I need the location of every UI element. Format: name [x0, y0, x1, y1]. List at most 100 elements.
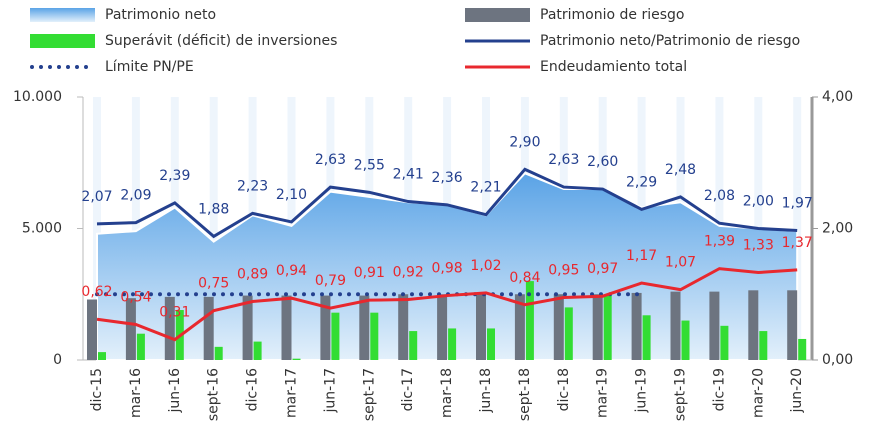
- bar: [370, 312, 379, 360]
- legend-label: Patrimonio neto/Patrimonio de riesgo: [540, 33, 800, 49]
- data-label: 2,48: [665, 162, 696, 178]
- x-tick-label: mar-16: [128, 368, 144, 418]
- data-label: 2,63: [548, 152, 579, 168]
- data-label: 2,60: [587, 154, 618, 170]
- data-label: 1,02: [470, 258, 501, 274]
- bar: [709, 291, 720, 360]
- bar: [748, 290, 759, 360]
- data-label: 0,75: [198, 276, 229, 292]
- data-label: 2,55: [354, 157, 385, 173]
- column-stripe: [93, 97, 101, 360]
- legend-label: Endeudamiento total: [540, 59, 687, 75]
- data-label: 2,29: [626, 174, 657, 190]
- legend-swatch: [30, 34, 95, 48]
- data-label: 2,21: [470, 180, 501, 196]
- data-label: 2,41: [393, 167, 424, 183]
- data-label: 0,62: [81, 284, 112, 300]
- bar: [631, 292, 642, 360]
- data-label: 0,31: [159, 305, 190, 321]
- data-label: 0,94: [276, 263, 307, 279]
- x-tick-label: mar-17: [284, 368, 300, 418]
- legend-label: Patrimonio de riesgo: [540, 7, 684, 23]
- y2-tick-label: 2,00: [822, 221, 853, 237]
- x-tick-label: jun-16: [167, 368, 183, 414]
- x-tick-label: dic-16: [245, 368, 261, 411]
- bar: [681, 320, 690, 360]
- bar: [553, 294, 564, 360]
- x-tick-label: sept-16: [206, 368, 222, 421]
- data-label: 2,10: [276, 187, 307, 203]
- data-label: 0,97: [587, 261, 618, 277]
- x-tick-label: jun-18: [478, 368, 494, 414]
- bar: [642, 315, 651, 360]
- data-label: 0,92: [393, 265, 424, 281]
- bar: [592, 294, 603, 360]
- bar: [798, 338, 807, 360]
- data-label: 2,39: [159, 168, 190, 184]
- bar: [759, 331, 768, 360]
- x-tick-label: sept-19: [673, 368, 689, 421]
- data-label: 1,37: [782, 235, 813, 251]
- bar: [87, 299, 97, 360]
- x-tick-label: sept-17: [361, 368, 377, 421]
- x-tick-label: dic-15: [89, 368, 105, 411]
- bar: [253, 341, 262, 360]
- legend-swatch: [465, 8, 530, 22]
- bar: [164, 296, 175, 360]
- y-tick-label: 0: [53, 352, 62, 368]
- bar: [564, 307, 573, 360]
- bar: [670, 291, 681, 360]
- data-label: 2,23: [237, 178, 268, 194]
- data-label: 2,08: [704, 188, 735, 204]
- bar: [214, 346, 223, 360]
- data-label: 2,09: [120, 188, 151, 204]
- bar: [242, 295, 253, 360]
- y2-tick-label: 0,00: [822, 352, 853, 368]
- column-stripe: [131, 97, 140, 360]
- data-label: 1,88: [198, 201, 229, 217]
- data-label: 0,79: [315, 273, 346, 289]
- x-tick-label: mar-19: [595, 368, 611, 418]
- bar: [203, 296, 214, 360]
- bar: [281, 295, 292, 360]
- x-tick-label: dic-18: [556, 368, 572, 411]
- x-tick-label: jun-17: [322, 368, 338, 414]
- data-label: 2,00: [743, 194, 774, 210]
- x-tick-label: mar-18: [439, 368, 455, 418]
- bar: [125, 298, 136, 360]
- bar: [331, 312, 340, 360]
- bar: [320, 295, 331, 360]
- data-label: 0,91: [354, 265, 385, 281]
- legend-label: Superávit (déficit) de inversiones: [105, 33, 337, 49]
- data-label: 1,33: [743, 238, 774, 254]
- x-tick-label: jun-20: [789, 368, 805, 414]
- line: [96, 267, 798, 342]
- bar: [398, 294, 409, 360]
- data-label: 2,07: [81, 189, 112, 205]
- y-tick-label: 5.000: [22, 221, 62, 237]
- bar: [448, 328, 457, 360]
- bar: [525, 281, 534, 360]
- bar: [98, 352, 106, 360]
- bar: [136, 333, 145, 360]
- legend-swatch: [30, 8, 95, 22]
- column-stripe: [793, 97, 802, 360]
- data-label: 0,98: [432, 261, 463, 277]
- x-tick-label: jun-19: [634, 368, 650, 414]
- data-label: 2,90: [509, 134, 540, 150]
- bar: [720, 325, 729, 360]
- data-label: 2,36: [432, 170, 463, 186]
- x-tick-label: dic-19: [711, 368, 727, 411]
- bar: [514, 294, 525, 360]
- bar: [603, 294, 612, 360]
- bar: [437, 294, 448, 360]
- data-label: 1,97: [782, 195, 813, 211]
- y-tick-label: 10.000: [13, 89, 62, 105]
- x-tick-label: mar-20: [750, 368, 766, 418]
- data-label: 0,54: [120, 289, 151, 305]
- legend-label: Límite PN/PE: [105, 59, 194, 75]
- data-label: 0,84: [509, 270, 540, 286]
- x-tick-label: dic-17: [400, 368, 416, 411]
